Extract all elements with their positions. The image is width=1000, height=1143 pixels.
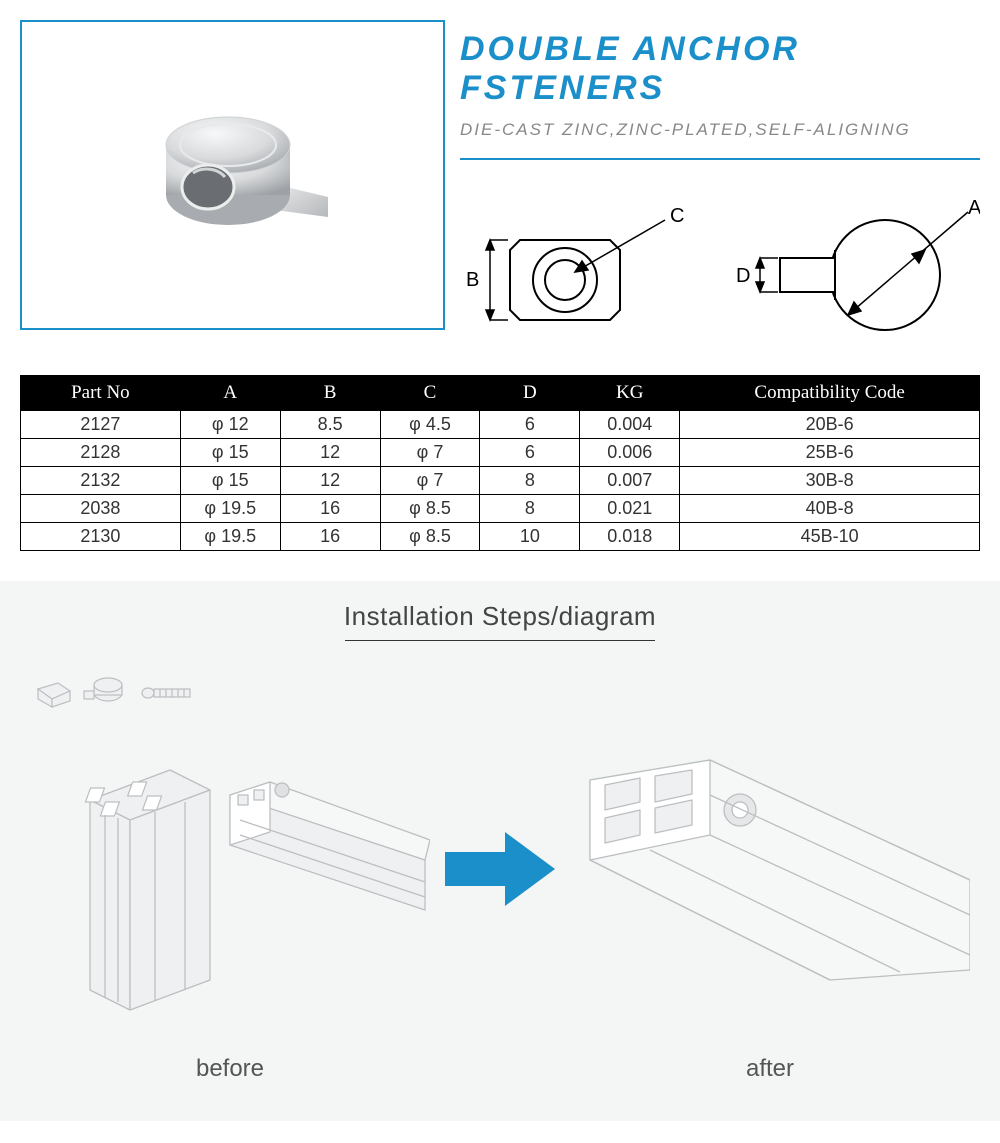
table-cell: φ 15 [180,467,280,495]
table-cell: 6 [480,439,580,467]
table-cell: 0.007 [580,467,680,495]
table-cell: φ 7 [380,439,480,467]
table-cell: φ 4.5 [380,411,480,439]
table-cell: 25B-6 [680,439,980,467]
table-cell: 2038 [21,495,181,523]
table-cell: 12 [280,439,380,467]
table-cell: 2130 [21,523,181,551]
after-diagram-icon [570,740,970,1030]
spec-table: Part No A B C D KG Compatibility Code 21… [20,375,980,551]
product-photo-icon [103,75,363,275]
parts-row [0,671,1000,721]
table-header-row: Part No A B C D KG Compatibility Code [21,376,980,411]
dim-label-c: C [670,205,684,227]
product-title: DOUBLE ANCHOR FSTENERS [460,30,980,108]
after-label: after [570,1055,970,1083]
installation-divider [345,640,655,641]
before-panel: before [30,740,430,1083]
col-header: D [480,376,580,411]
table-cell: 0.004 [580,411,680,439]
col-header: Compatibility Code [680,376,980,411]
table-cell: 0.018 [580,523,680,551]
before-label: before [30,1055,430,1083]
table-cell: 2127 [21,411,181,439]
table-cell: φ 12 [180,411,280,439]
table-cell: 0.021 [580,495,680,523]
table-cell: 40B-8 [680,495,980,523]
after-panel: after [570,740,970,1083]
installation-title: Installation Steps/diagram [0,601,1000,632]
table-cell: 12 [280,467,380,495]
table-cell: 30B-8 [680,467,980,495]
table-cell: 6 [480,411,580,439]
table-cell: φ 19.5 [180,495,280,523]
front-view-diagram: B C [460,200,690,350]
arrow-icon [440,824,560,919]
table-cell: 16 [280,523,380,551]
table-cell: 0.006 [580,439,680,467]
table-cell: φ 8.5 [380,523,480,551]
table-cell: 45B-10 [680,523,980,551]
col-header: KG [580,376,680,411]
header-divider [460,158,980,160]
product-photo-frame [20,20,445,330]
table-cell: 2132 [21,467,181,495]
table-cell: 10 [480,523,580,551]
dim-label-a: A [968,200,980,219]
table-row: 2038φ 19.516φ 8.580.02140B-8 [21,495,980,523]
col-header: Part No [21,376,181,411]
dimension-diagrams: B C [460,180,980,350]
before-after-row: before [0,721,1000,1081]
col-header: A [180,376,280,411]
top-section: DOUBLE ANCHOR FSTENERS DIE-CAST ZINC,ZIN… [0,0,1000,360]
table-cell: 8 [480,467,580,495]
col-header: B [280,376,380,411]
table-cell: 8.5 [280,411,380,439]
dim-label-b: B [466,269,479,291]
before-diagram-icon [30,740,430,1030]
table-cell: φ 8.5 [380,495,480,523]
table-cell: φ 7 [380,467,480,495]
table-row: 2127φ 128.5φ 4.560.00420B-6 [21,411,980,439]
table-row: 2128φ 1512φ 760.00625B-6 [21,439,980,467]
product-subtitle: DIE-CAST ZINC,ZINC-PLATED,SELF-ALIGNING [460,120,980,140]
table-cell: 20B-6 [680,411,980,439]
table-cell: 8 [480,495,580,523]
header-area: DOUBLE ANCHOR FSTENERS DIE-CAST ZINC,ZIN… [460,20,980,350]
col-header: C [380,376,480,411]
table-cell: 2128 [21,439,181,467]
loose-parts-icon [30,671,210,716]
top-view-diagram: D A [730,200,980,350]
table-row: 2130φ 19.516φ 8.5100.01845B-10 [21,523,980,551]
table-row: 2132φ 1512φ 780.00730B-8 [21,467,980,495]
table-cell: φ 15 [180,439,280,467]
dim-label-d: D [736,265,750,287]
table-cell: 16 [280,495,380,523]
table-cell: φ 19.5 [180,523,280,551]
installation-section: Installation Steps/diagram [0,581,1000,1121]
